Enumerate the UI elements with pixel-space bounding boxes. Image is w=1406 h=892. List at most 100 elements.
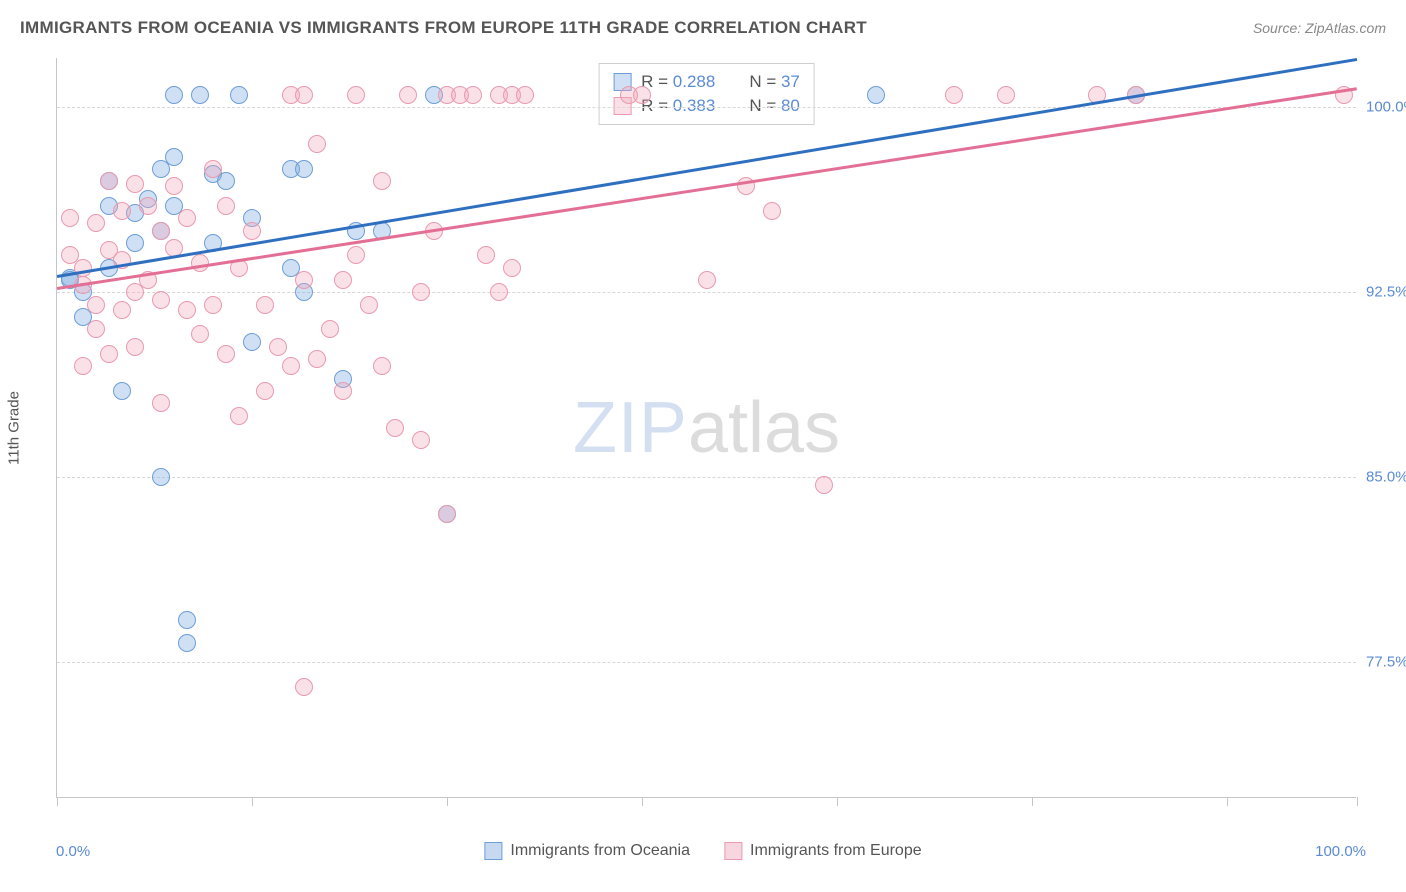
data-point-europe	[503, 259, 521, 277]
stats-row-oceania: R = 0.288 N = 37	[613, 70, 800, 94]
data-point-europe	[516, 86, 534, 104]
x-tick	[837, 797, 838, 806]
header: IMMIGRANTS FROM OCEANIA VS IMMIGRANTS FR…	[20, 18, 1386, 38]
data-point-europe	[256, 296, 274, 314]
data-point-oceania	[204, 165, 222, 183]
data-point-europe	[438, 86, 456, 104]
data-point-europe	[165, 177, 183, 195]
gridline	[57, 107, 1356, 108]
data-point-europe	[217, 197, 235, 215]
data-point-oceania	[282, 160, 300, 178]
x-axis-min-label: 0.0%	[56, 843, 90, 860]
data-point-europe	[412, 431, 430, 449]
data-point-europe	[360, 296, 378, 314]
data-point-europe	[308, 135, 326, 153]
data-point-oceania	[165, 86, 183, 104]
data-point-europe	[126, 338, 144, 356]
data-point-europe	[87, 320, 105, 338]
data-point-europe	[698, 271, 716, 289]
data-point-europe	[126, 175, 144, 193]
data-point-europe	[438, 505, 456, 523]
data-point-europe	[334, 271, 352, 289]
data-point-europe	[269, 338, 287, 356]
stats-row-europe: R = 0.383 N = 80	[613, 94, 800, 118]
data-point-oceania	[100, 197, 118, 215]
data-point-europe	[282, 357, 300, 375]
data-point-europe	[87, 214, 105, 232]
data-point-europe	[230, 407, 248, 425]
data-point-oceania	[438, 505, 456, 523]
data-point-oceania	[100, 172, 118, 190]
y-axis-label: 11th Grade	[6, 391, 23, 465]
data-point-oceania	[867, 86, 885, 104]
data-point-europe	[945, 86, 963, 104]
data-point-europe	[464, 86, 482, 104]
data-point-europe	[152, 291, 170, 309]
data-point-oceania	[243, 209, 261, 227]
y-tick-label: 92.5%	[1366, 284, 1406, 301]
data-point-europe	[178, 209, 196, 227]
data-point-europe	[204, 160, 222, 178]
data-point-europe	[217, 345, 235, 363]
chart-title: IMMIGRANTS FROM OCEANIA VS IMMIGRANTS FR…	[20, 18, 867, 38]
x-tick	[642, 797, 643, 806]
x-tick	[57, 797, 58, 806]
data-point-europe	[451, 86, 469, 104]
data-point-oceania	[165, 197, 183, 215]
data-point-europe	[308, 350, 326, 368]
data-point-europe	[386, 419, 404, 437]
data-point-oceania	[152, 160, 170, 178]
data-point-oceania	[230, 86, 248, 104]
swatch-europe	[613, 97, 631, 115]
gridline	[57, 662, 1356, 663]
y-tick-label: 100.0%	[1366, 99, 1406, 116]
data-point-europe	[178, 301, 196, 319]
data-point-europe	[152, 222, 170, 240]
x-tick	[1227, 797, 1228, 806]
x-tick	[1032, 797, 1033, 806]
data-point-oceania	[126, 204, 144, 222]
data-point-europe	[61, 209, 79, 227]
data-point-europe	[282, 86, 300, 104]
data-point-europe	[763, 202, 781, 220]
data-point-europe	[321, 320, 339, 338]
data-point-oceania	[191, 86, 209, 104]
data-point-europe	[191, 254, 209, 272]
x-tick	[1357, 797, 1358, 806]
x-tick	[252, 797, 253, 806]
swatch-oceania	[613, 73, 631, 91]
data-point-europe	[113, 202, 131, 220]
legend-swatch-oceania	[484, 842, 502, 860]
data-point-europe	[139, 197, 157, 215]
watermark: ZIPatlas	[573, 387, 840, 469]
data-point-europe	[204, 296, 222, 314]
data-point-europe	[100, 241, 118, 259]
data-point-oceania	[126, 234, 144, 252]
legend-label-oceania: Immigrants from Oceania	[510, 842, 690, 860]
data-point-europe	[113, 301, 131, 319]
data-point-oceania	[165, 148, 183, 166]
gridline	[57, 477, 1356, 478]
data-point-europe	[347, 86, 365, 104]
data-point-europe	[815, 476, 833, 494]
data-point-europe	[295, 86, 313, 104]
data-point-oceania	[217, 172, 235, 190]
data-point-europe	[347, 246, 365, 264]
data-point-europe	[295, 678, 313, 696]
bottom-legend: Immigrants from Oceania Immigrants from …	[484, 842, 921, 860]
data-point-europe	[191, 325, 209, 343]
data-point-europe	[61, 246, 79, 264]
data-point-oceania	[425, 86, 443, 104]
source-label: Source: ZipAtlas.com	[1253, 20, 1386, 36]
data-point-europe	[373, 357, 391, 375]
data-point-europe	[100, 172, 118, 190]
data-point-europe	[87, 296, 105, 314]
data-point-europe	[399, 86, 417, 104]
data-point-europe	[477, 246, 495, 264]
scatter-plot: ZIPatlas R = 0.288 N = 37 R = 0.383 N = …	[56, 58, 1356, 798]
legend-item-europe: Immigrants from Europe	[724, 842, 922, 860]
x-axis-max-label: 100.0%	[1315, 843, 1366, 860]
data-point-oceania	[139, 190, 157, 208]
legend-item-oceania: Immigrants from Oceania	[484, 842, 690, 860]
data-point-oceania	[334, 370, 352, 388]
